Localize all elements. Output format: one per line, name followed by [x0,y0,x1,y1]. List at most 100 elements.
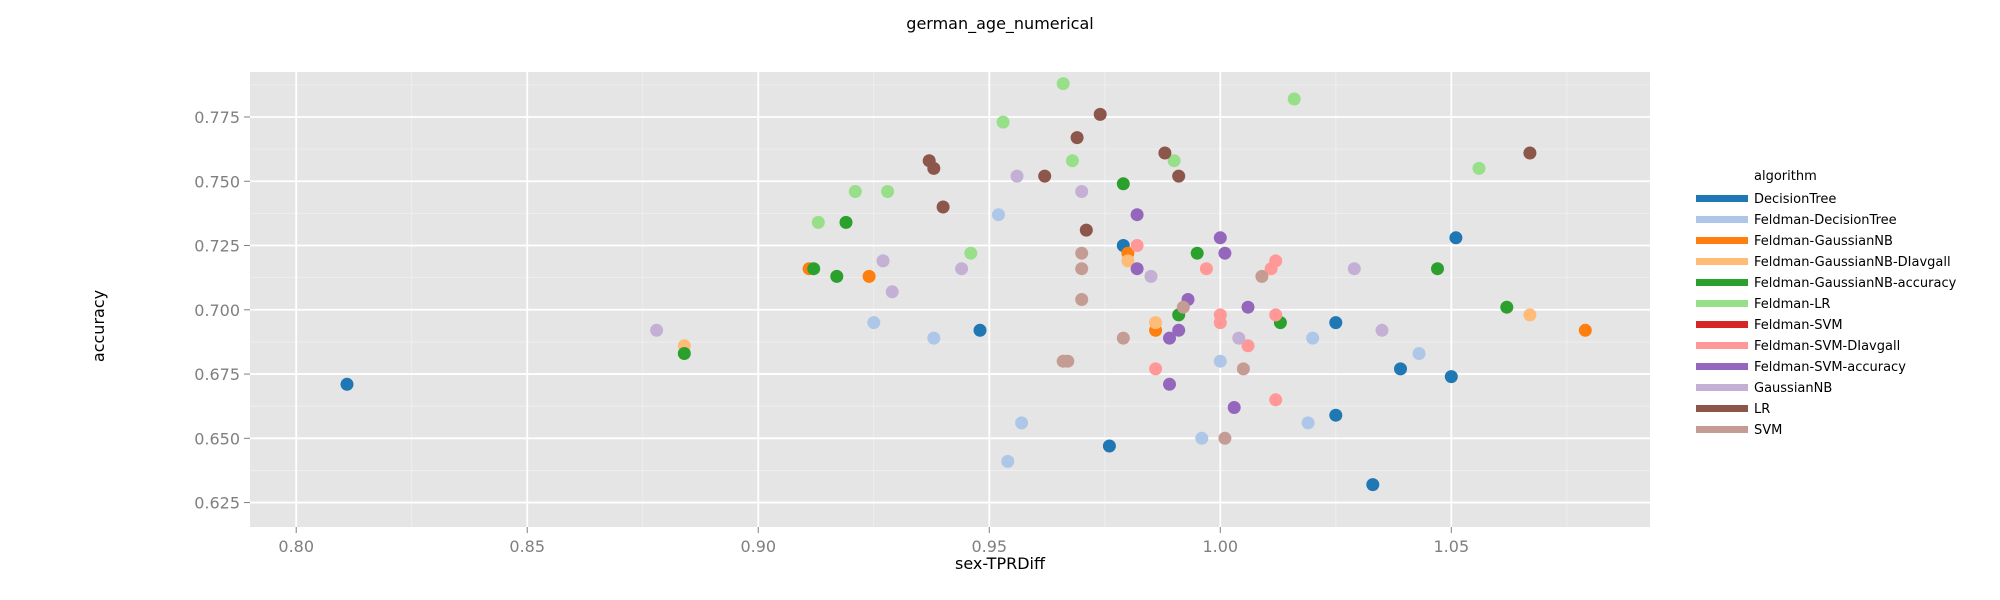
legend-entry: Feldman-GaussianNB-DIavgall [1754,255,1951,270]
data-point [1010,169,1024,183]
y-tick-label: 0.725 [194,237,240,256]
data-point [1366,478,1380,492]
data-point [955,262,969,276]
data-point [1075,293,1089,306]
x-tick-label: 0.95 [971,537,1007,556]
data-point [992,208,1005,222]
data-point [1236,362,1250,376]
data-point [1015,416,1029,430]
data-point [811,215,825,229]
data-point [650,323,664,337]
x-tick-label: 0.85 [509,537,545,556]
data-point [1347,262,1361,276]
x-axis-label: sex-TPRDiff [955,554,1046,573]
legend-entry: GaussianNB [1754,381,1832,396]
data-point [1269,308,1283,322]
legend-entry: Feldman-DecisionTree [1754,213,1897,228]
data-point [1176,300,1190,314]
data-point [936,200,950,214]
legend-swatch [1696,363,1748,370]
data-point [1172,169,1186,183]
data-point [1075,262,1089,276]
data-point [1213,316,1227,330]
data-point [807,262,821,276]
legend-entry: Feldman-SVM [1754,318,1843,333]
data-point [1375,323,1389,337]
legend-title: algorithm [1754,169,1817,184]
data-point [1065,154,1079,168]
x-tick-label: 1.00 [1202,537,1238,556]
legend-swatch [1696,426,1748,433]
x-axis: 0.80 0.85 0.90 0.95 1.00 1.05 [278,527,1469,556]
data-point [1116,177,1130,191]
legend-entry: Feldman-SVM-accuracy [1754,360,1906,375]
data-point [1121,254,1135,268]
data-point [1329,408,1343,422]
data-point [876,254,890,268]
data-point [973,323,987,337]
data-point [1102,439,1116,453]
data-point [1500,300,1514,314]
data-point [1163,377,1176,391]
data-point [867,316,881,330]
y-axis-label: accuracy [89,290,108,362]
x-tick-label: 0.80 [278,537,314,556]
data-point [1394,362,1407,376]
data-point [1472,161,1486,175]
y-tick-label: 0.650 [194,429,240,448]
data-point [1287,92,1301,106]
data-point [1116,331,1130,345]
y-tick-label: 0.750 [194,172,240,191]
data-point [839,215,853,229]
data-point [885,285,899,299]
data-point [677,347,691,360]
legend-entry: Feldman-SVM-DIavgall [1754,339,1900,354]
data-point [1056,77,1070,91]
data-point [1075,246,1089,260]
data-point [996,115,1010,129]
data-point [1444,370,1458,384]
data-point [1149,362,1163,376]
data-points [340,77,1592,492]
legend-swatch [1696,405,1748,412]
y-tick-label: 0.775 [194,108,240,127]
legend-entry: Feldman-GaussianNB [1754,234,1893,249]
legend-entry: DecisionTree [1754,192,1836,207]
legend-entry: Feldman-GaussianNB-accuracy [1754,276,1957,291]
plot-area [250,72,1650,527]
data-point [1190,246,1204,260]
data-point [1255,269,1269,283]
data-point [1301,416,1315,430]
data-point [1079,223,1093,237]
y-tick-label: 0.625 [194,494,240,513]
data-point [1167,154,1181,168]
x-tick-label: 0.90 [740,537,776,556]
data-point [1213,231,1227,245]
data-point [1093,107,1107,121]
data-point [340,377,354,391]
data-point [1130,239,1144,252]
data-point [1163,331,1176,345]
data-point [964,246,978,260]
data-point [1199,262,1213,276]
data-point [1227,401,1241,414]
data-point [1269,254,1283,268]
y-tick-label: 0.675 [194,365,240,384]
data-point [1241,339,1255,353]
data-point [1431,262,1444,276]
grid-lines [250,72,1650,527]
data-point [1158,146,1172,160]
data-point [1218,246,1232,260]
data-point [927,161,941,175]
data-point [1195,431,1209,445]
data-point [1061,354,1075,368]
data-point [1523,146,1537,160]
x-tick-label: 1.05 [1434,537,1470,556]
data-point [1130,262,1144,276]
data-point [1218,431,1232,445]
data-point [1241,300,1255,314]
legend: algorithm DecisionTree Feldman-DecisionTr… [1696,169,1957,438]
legend-swatch [1696,216,1748,223]
data-point [1001,454,1015,468]
